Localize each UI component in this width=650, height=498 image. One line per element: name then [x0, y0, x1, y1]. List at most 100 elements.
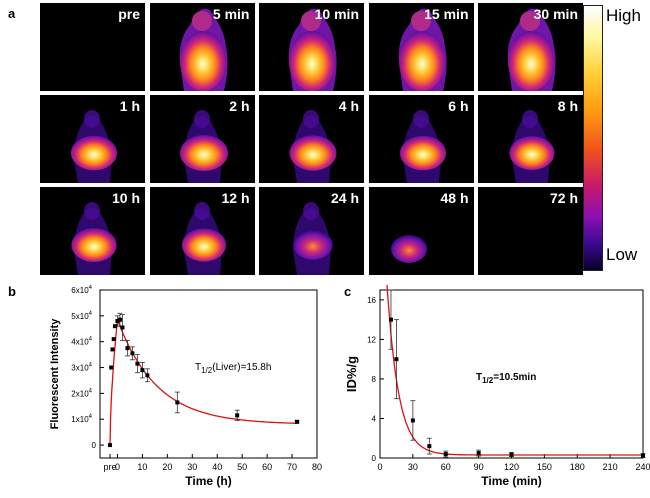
y-tick-label: 1x104 — [71, 414, 92, 424]
data-point — [130, 351, 135, 356]
x-axis-label: Time (h) — [185, 474, 231, 488]
x-tick-label: 60 — [441, 462, 451, 472]
mouse-image — [390, 235, 427, 263]
x-axis-label: Time (min) — [481, 474, 541, 488]
data-point — [476, 451, 481, 456]
image-tile: 10 h — [40, 187, 145, 275]
x-tick-label: 90 — [474, 462, 484, 472]
y-tick-label: 12 — [367, 335, 376, 344]
image-tile: 48 h — [368, 187, 474, 275]
time-label: 24 h — [330, 190, 359, 206]
y-tick-label: 4x104 — [71, 337, 92, 347]
data-point — [443, 452, 448, 457]
x-tick-label: 210 — [603, 462, 618, 472]
mouse-image — [71, 202, 117, 275]
y-axis-label: ID%/g — [344, 356, 359, 392]
time-label: 1 h — [119, 98, 140, 114]
time-label: 5 min — [212, 6, 250, 22]
y-tick-label: 4 — [372, 414, 377, 423]
y-tick-label: 2x104 — [71, 388, 92, 398]
intensity-colorbar — [583, 5, 603, 271]
data-point — [235, 413, 240, 418]
image-tile: pre — [40, 3, 145, 91]
image-tile: 10 min — [259, 3, 364, 91]
mouse-image — [398, 8, 447, 91]
x-tick-label: 40 — [212, 462, 222, 472]
data-point — [140, 368, 145, 373]
data-point — [120, 325, 125, 330]
x-tick-label: 60 — [262, 462, 272, 472]
x-tick-label: 30 — [408, 462, 418, 472]
data-point — [117, 317, 122, 322]
data-point — [109, 365, 114, 370]
data-point — [107, 443, 112, 448]
x-tick-label: 10 — [137, 462, 147, 472]
data-point — [135, 361, 140, 366]
time-label: 48 h — [440, 190, 469, 206]
data-point — [394, 357, 399, 362]
mouse-image — [181, 202, 226, 275]
x-tick-label: 80 — [312, 462, 322, 472]
y-tick-label: 8 — [372, 375, 377, 384]
x-tick-label: 150 — [537, 462, 552, 472]
data-point — [115, 319, 120, 324]
idg-clearance-chart: 0 30 60 90 120 150 180 210 240 0 4 8 12 16 Time (min) I… — [344, 285, 650, 488]
y-tick-label: 3x104 — [71, 363, 92, 373]
data-point — [427, 444, 432, 449]
data-point — [175, 400, 180, 405]
mouse-image — [179, 8, 228, 91]
time-label: pre — [118, 6, 140, 22]
mouse-image — [289, 110, 337, 183]
time-label: 10 h — [111, 190, 140, 206]
y-tick-label: 5x104 — [71, 311, 92, 321]
data-point — [110, 347, 115, 352]
fluorescence-image-grid: pre 5 min 10 min 15 min 30 min 1 h 2 h 4 h 6 h 8 … — [40, 0, 583, 276]
data-point — [125, 346, 130, 351]
mouse-image — [509, 110, 555, 183]
time-label: 8 h — [557, 98, 578, 114]
time-label: 12 h — [221, 190, 250, 206]
data-point — [509, 452, 514, 457]
mouse-image — [507, 8, 556, 91]
half-life-annotation: T1/2=10.5min — [476, 372, 536, 385]
x-tick-label: 0 — [377, 462, 382, 472]
mouse-image — [70, 110, 118, 183]
image-tile: 30 min — [478, 3, 583, 91]
data-point — [145, 373, 150, 378]
time-label: 30 min — [533, 6, 578, 22]
x-tick-label: 180 — [570, 462, 585, 472]
image-tile: 72 h — [478, 187, 583, 275]
image-tile: 6 h — [368, 95, 474, 183]
y-tick-label: 0 — [92, 441, 97, 450]
y-tick-label: 6x104 — [71, 285, 92, 295]
x-tick-label: 30 — [187, 462, 197, 472]
x-tick-label: 70 — [287, 462, 297, 472]
image-tile: 8 h — [478, 95, 583, 183]
half-life-annotation: T1/2(Liver)=15.8h — [195, 362, 271, 375]
y-axis-label: Fluorescent Intensity — [49, 318, 61, 430]
data-point — [388, 317, 393, 322]
x-tick-label: 120 — [504, 462, 519, 472]
image-tile: 2 h — [149, 95, 255, 183]
image-tile: 12 h — [149, 187, 255, 275]
mouse-image — [399, 110, 446, 183]
data-point — [295, 419, 300, 424]
time-label: 72 h — [549, 190, 578, 206]
mouse-image — [288, 8, 337, 91]
time-label: 4 h — [338, 98, 359, 114]
image-tile: 5 min — [149, 3, 255, 91]
plot-frame — [99, 289, 318, 459]
data-point — [641, 453, 645, 458]
image-tile: 24 h — [259, 187, 364, 275]
time-label: 10 min — [314, 6, 359, 22]
time-label: 6 h — [448, 98, 469, 114]
time-label: 2 h — [229, 98, 250, 114]
panel-label-a: a — [8, 6, 16, 21]
panel-label-b: b — [8, 284, 16, 299]
fit-curve — [386, 285, 643, 456]
y-tick-label: 16 — [367, 296, 376, 305]
image-tile: 15 min — [368, 3, 474, 91]
y-tick-label: 0 — [372, 454, 377, 463]
x-tick-label: 20 — [162, 462, 172, 472]
